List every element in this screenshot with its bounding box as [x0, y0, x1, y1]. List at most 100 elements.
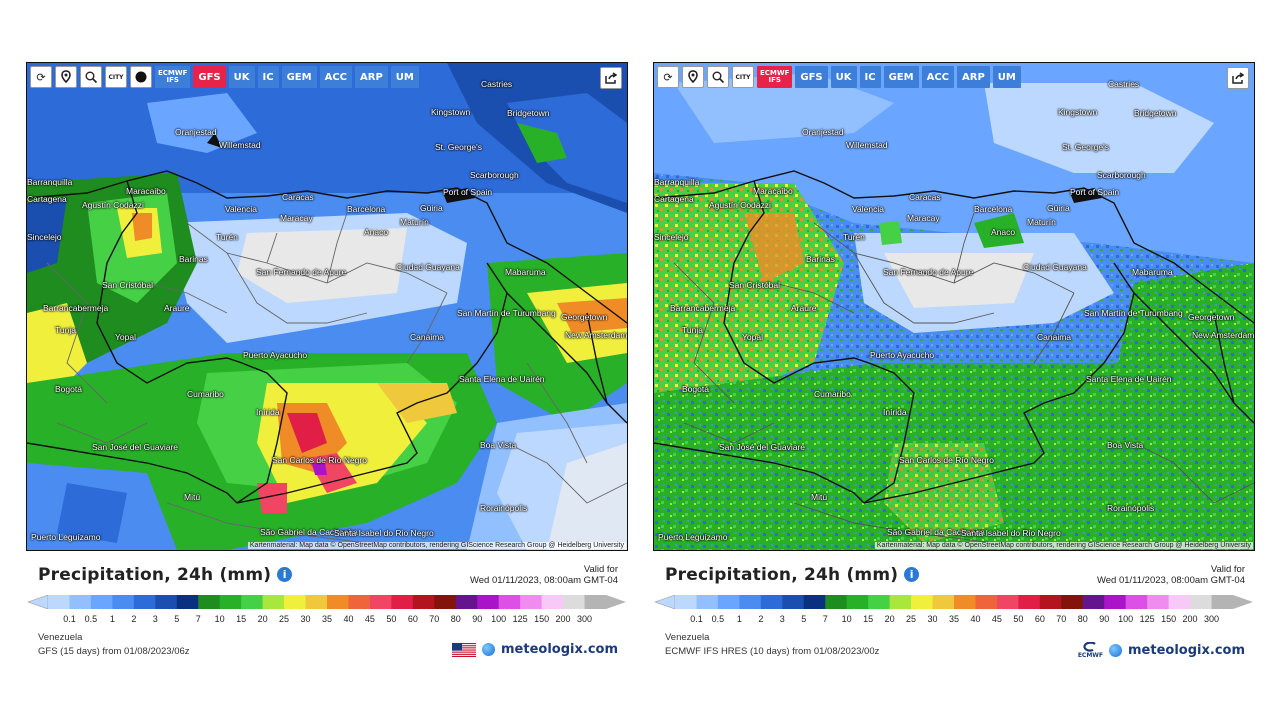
model-ic-button[interactable]: IC	[859, 66, 881, 88]
city-label: Georgetown	[1188, 312, 1235, 322]
city-label: Caracas	[282, 192, 314, 202]
model-acc-button[interactable]: ACC	[319, 66, 352, 88]
city-label: San José del Guaviare	[719, 442, 805, 452]
info-icon[interactable]: i	[904, 567, 920, 582]
city-label: St. George's	[1062, 142, 1109, 152]
legend-tick-label: 60	[407, 614, 418, 624]
ecmwf-map[interactable]: ⟳ CITY ECMWF IFS GFS UK IC GEM ACC ARP UM…	[653, 62, 1255, 551]
legend-tick-label: 0.1	[63, 614, 76, 624]
zoom-button[interactable]	[707, 66, 729, 88]
legend-tick-label: 1	[109, 614, 115, 624]
model-uk-button[interactable]: UK	[228, 66, 255, 88]
legend-swatch	[498, 595, 521, 609]
legend-tick-label: 200	[1182, 614, 1198, 624]
city-label: Araure	[164, 303, 190, 313]
brand-name[interactable]: meteologix.com	[1128, 643, 1245, 658]
model-run-label: ECMWF IFS HRES (10 days) from 01/08/2023…	[665, 646, 880, 657]
model-arp-button[interactable]: ARP	[957, 66, 990, 88]
valid-time: Valid for Wed 01/11/2023, 08:00am GMT-04	[470, 564, 618, 586]
city-icon: CITY	[735, 73, 751, 81]
legend-swatch	[477, 595, 500, 609]
panel-title-text: Precipitation, 24h (mm)	[38, 565, 272, 585]
city-label: San Fernando de Apure	[883, 267, 974, 277]
model-uk-button[interactable]: UK	[830, 66, 857, 88]
model-um-button[interactable]: UM	[390, 66, 419, 88]
panel-title: Precipitation, 24h (mm) i	[665, 565, 920, 585]
info-icon[interactable]: i	[277, 567, 293, 582]
city-label: Oranjestad	[175, 127, 217, 137]
share-button[interactable]	[600, 67, 622, 89]
precip-color-legend	[654, 595, 1253, 609]
model-ecmwf-button[interactable]: ECMWF IFS	[155, 66, 191, 88]
share-button[interactable]	[1227, 67, 1249, 89]
legend-tick-label: 3	[152, 614, 158, 624]
city-label: Agustín Codazzi	[709, 200, 771, 210]
legend-swatch	[412, 595, 435, 609]
legend-swatch	[1211, 595, 1234, 609]
zoom-button[interactable]	[80, 66, 102, 88]
legend-tick-label: 200	[555, 614, 571, 624]
model-gfs-button[interactable]: GFS	[193, 66, 226, 88]
city-toggle-button[interactable]: CITY	[732, 66, 754, 88]
map-toolbar: ⟳ CITY ECMWF IFS GFS UK IC GEM ACC ARP UM	[657, 66, 1021, 88]
city-label: Georgetown	[561, 312, 608, 322]
gfs-panel: ⟳ CITY ECMWF IFS GFS UK IC GEM ACC ARP UM…	[26, 62, 628, 668]
legend-tick-label: 30	[927, 614, 938, 624]
gfs-map[interactable]: ⟳ CITY ECMWF IFS GFS UK IC GEM ACC ARP UM…	[26, 62, 628, 551]
legend-swatch	[176, 595, 199, 609]
city-label: Barinas	[806, 254, 835, 264]
city-label: Barranquilla	[27, 177, 73, 187]
city-label: Güiria	[420, 203, 443, 213]
model-acc-button[interactable]: ACC	[921, 66, 954, 88]
location-button[interactable]	[682, 66, 704, 88]
layer-toggle-button[interactable]	[130, 66, 152, 88]
location-button[interactable]	[55, 66, 77, 88]
legend-swatch	[696, 595, 719, 609]
city-toggle-button[interactable]: CITY	[105, 66, 127, 88]
city-label: Maracay	[907, 213, 940, 223]
legend-arrow-right	[606, 595, 626, 609]
legend-swatch	[825, 595, 848, 609]
city-label: Sincelejo	[654, 232, 689, 242]
legend-tick-label: 300	[1204, 614, 1220, 624]
city-label: Bridgetown	[507, 108, 550, 118]
city-label: Port of Spain	[1070, 187, 1120, 197]
model-ic-button[interactable]: IC	[257, 66, 279, 88]
legend-swatch	[675, 595, 697, 609]
legend-swatch	[219, 595, 242, 609]
city-label: Barcelona	[974, 204, 1013, 214]
city-label: Maracaibo	[126, 186, 166, 196]
location-pin-icon	[688, 70, 698, 84]
model-um-button[interactable]: UM	[992, 66, 1021, 88]
circle-icon	[135, 71, 147, 83]
model-gem-button[interactable]: GEM	[883, 66, 919, 88]
legend-swatch	[1125, 595, 1148, 609]
city-label: Sincelejo	[27, 232, 62, 242]
legend-swatch	[889, 595, 912, 609]
brand-area: ECMWF meteologix.com	[1078, 642, 1245, 659]
city-label: Bogotá	[55, 384, 82, 394]
city-label: Puerto Ayacucho	[243, 350, 308, 360]
legend-tick-label: 25	[279, 614, 290, 624]
legend-tick-label: 10	[214, 614, 225, 624]
legend-tick-label: 5	[174, 614, 180, 624]
panel-title-text: Precipitation, 24h (mm)	[665, 565, 899, 585]
city-label: Puerto Leguízamo	[658, 532, 728, 542]
city-label: Cartagena	[654, 194, 694, 204]
reload-button[interactable]: ⟳	[30, 66, 52, 88]
brand-name[interactable]: meteologix.com	[501, 642, 618, 657]
reload-button[interactable]: ⟳	[657, 66, 679, 88]
city-label: Inírida	[883, 407, 907, 417]
legend-swatch	[996, 595, 1019, 609]
legend-swatch	[717, 595, 740, 609]
model-gfs-button[interactable]: GFS	[795, 66, 828, 88]
legend-swatch	[868, 595, 891, 609]
legend-tick-label: 150	[534, 614, 550, 624]
model-ecmwf-button[interactable]: ECMWF IFS	[757, 66, 793, 88]
model-gem-button[interactable]: GEM	[281, 66, 317, 88]
legend-swatch	[112, 595, 135, 609]
model-arp-button[interactable]: ARP	[355, 66, 388, 88]
valid-time-text: Wed 01/11/2023, 08:00am GMT-04	[1096, 575, 1245, 586]
legend-tick-label: 15	[863, 614, 874, 624]
city-label: Turén	[843, 232, 865, 242]
